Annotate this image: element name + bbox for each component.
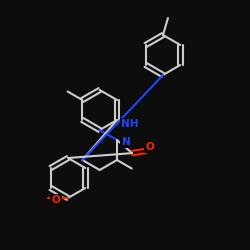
Text: O: O xyxy=(52,195,60,205)
Text: O: O xyxy=(146,142,154,152)
Text: N: N xyxy=(122,137,130,147)
Text: NH: NH xyxy=(121,120,139,130)
